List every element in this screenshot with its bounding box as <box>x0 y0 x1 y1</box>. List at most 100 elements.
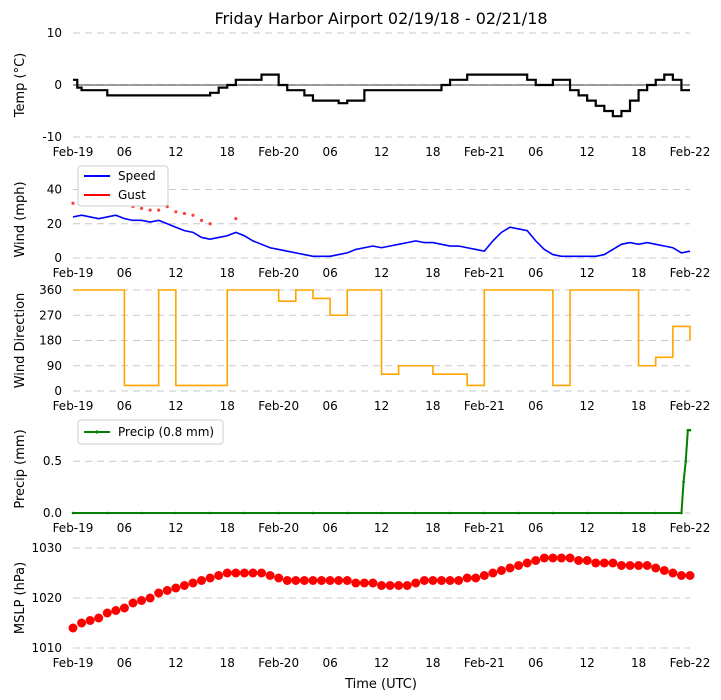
precip-point <box>680 511 683 515</box>
x-tick-label: 18 <box>220 521 235 535</box>
data-point <box>282 576 292 585</box>
panel-wind: 0 20 40 Feb-19 06 12 18 Feb-20 06 12 18 Feb-21 06 12 1… <box>13 165 710 280</box>
x-tick-label: 12 <box>374 656 389 670</box>
x-tick-label: 06 <box>117 399 132 413</box>
precip-point <box>345 511 349 515</box>
gust-point <box>234 217 238 221</box>
y-tick-label: 0.0 <box>43 506 62 520</box>
data-point <box>385 581 395 590</box>
x-tick-label: Feb-20 <box>258 521 299 535</box>
panel-direction: 0 90 180 270 360 Feb-19 06 12 18 Feb-20 06 12 18 Feb-… <box>13 283 710 413</box>
data-point <box>231 568 241 578</box>
x-tick-label: 12 <box>168 266 183 280</box>
data-point <box>496 566 506 575</box>
chart-title: Friday Harbor Airport 02/19/18 - 02/21/1… <box>214 9 547 28</box>
x-tick-label: 06 <box>322 521 337 535</box>
x-tick-label: 18 <box>425 656 440 670</box>
x-tick-label: 12 <box>374 266 389 280</box>
x-tick-label: 06 <box>528 656 543 670</box>
data-point <box>308 576 318 585</box>
x-tick-label: 06 <box>528 145 543 159</box>
x-tick-label: Feb-22 <box>670 656 711 670</box>
legend-label: Precip (0.8 mm) <box>118 425 214 439</box>
data-point <box>119 603 129 613</box>
data-point <box>205 573 215 583</box>
y-tick-label: 0.5 <box>43 454 62 468</box>
data-point <box>94 613 104 623</box>
data-point <box>651 563 661 573</box>
y-tick-label: 270 <box>39 308 62 322</box>
data-point <box>171 583 181 593</box>
gust-point <box>199 218 204 222</box>
x-tick-label: 06 <box>117 266 132 280</box>
data-point <box>548 553 558 563</box>
data-point <box>77 618 87 628</box>
data-point <box>402 581 412 590</box>
gust-point <box>182 211 187 216</box>
data-point <box>445 576 455 585</box>
data-point <box>128 598 138 608</box>
legend-box <box>77 419 224 445</box>
x-tick-label: 18 <box>425 266 440 280</box>
data-point <box>274 573 284 583</box>
y-tick-label: 40 <box>47 183 62 197</box>
x-tick-label: 18 <box>220 656 235 670</box>
y-tick-label: 10 <box>47 26 62 40</box>
x-tick-label: 12 <box>580 656 595 670</box>
panel-temp: -10 0 10 Feb-19 06 12 18 Feb-20 06 12 18 Feb-21 06 12… <box>13 26 710 159</box>
precip-point <box>71 511 75 515</box>
data-point <box>591 558 601 568</box>
data-point <box>394 581 404 590</box>
series-line-temperature <box>73 73 690 118</box>
legend-label: Gust <box>118 188 146 202</box>
data-point <box>531 556 541 565</box>
data-point <box>197 576 207 585</box>
x-tick-label: Feb-19 <box>53 399 94 413</box>
x-tick-label: Feb-20 <box>258 266 299 280</box>
x-tick-label: Feb-21 <box>464 145 505 159</box>
x-tick-label: Feb-19 <box>53 521 94 535</box>
precip-point <box>208 511 212 515</box>
gust-point <box>148 208 152 212</box>
data-point <box>471 573 481 583</box>
data-point <box>359 578 369 588</box>
precip-point <box>688 428 692 432</box>
x-tick-label: Feb-20 <box>258 656 299 670</box>
y-tick-label: 1030 <box>31 541 62 555</box>
data-point <box>685 571 695 580</box>
y-tick-label: 20 <box>47 217 62 231</box>
x-tick-label: Feb-22 <box>670 145 711 159</box>
data-point <box>505 563 515 573</box>
precip-point <box>174 511 178 515</box>
x-tick-label: 12 <box>168 656 183 670</box>
data-point <box>582 556 592 565</box>
gust-point <box>157 208 161 212</box>
x-tick-label: 06 <box>528 521 543 535</box>
x-tick-label: 06 <box>117 145 132 159</box>
data-point <box>291 576 301 585</box>
data-point <box>676 571 686 580</box>
x-tick-label: 18 <box>631 656 646 670</box>
precip-point <box>686 428 690 432</box>
x-tick-label: 12 <box>168 399 183 413</box>
precip-point <box>311 511 315 515</box>
series-line-speed <box>72 214 691 258</box>
x-tick-label: 18 <box>631 266 646 280</box>
precip-point <box>517 511 520 515</box>
data-point <box>222 568 232 578</box>
y-tick-label: 1020 <box>31 591 62 605</box>
data-point <box>479 571 489 580</box>
data-point <box>419 576 429 585</box>
y-axis-label: Wind (mph) <box>13 181 28 257</box>
x-tick-label: 18 <box>220 266 235 280</box>
data-point <box>556 553 566 563</box>
precip-point <box>414 511 418 515</box>
data-point <box>428 576 438 585</box>
legend: Speed Gust <box>77 165 169 207</box>
y-axis-label: MSLP (hPa) <box>13 562 28 634</box>
y-tick-label: 0 <box>54 384 62 398</box>
y-tick-label: 0 <box>54 78 62 92</box>
gust-point <box>191 213 195 217</box>
data-point <box>574 556 584 565</box>
